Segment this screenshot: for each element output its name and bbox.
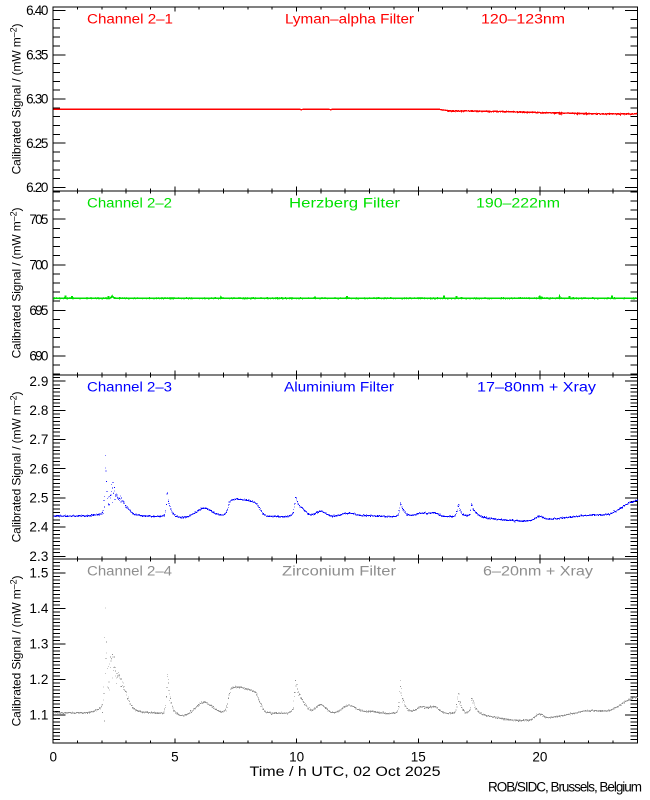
- svg-text:6.35: 6.35: [26, 47, 48, 62]
- svg-text:1.5: 1.5: [29, 566, 48, 581]
- svg-text:1.4: 1.4: [29, 601, 48, 616]
- svg-text:ROB/SIDC, Brussels, Belgium: ROB/SIDC, Brussels, Belgium: [488, 780, 642, 795]
- svg-text:700: 700: [29, 257, 48, 272]
- svg-text:6.20: 6.20: [26, 180, 48, 195]
- svg-text:6.25: 6.25: [26, 136, 48, 151]
- svg-text:2.9: 2.9: [29, 374, 48, 389]
- svg-text:695: 695: [29, 303, 48, 318]
- svg-text:705: 705: [29, 212, 48, 227]
- svg-text:Herzberg Filter: Herzberg Filter: [289, 196, 401, 211]
- svg-text:Aluminium Filter: Aluminium Filter: [284, 380, 395, 395]
- svg-text:2.8: 2.8: [29, 403, 48, 418]
- svg-text:1.1: 1.1: [29, 707, 48, 722]
- svg-text:190–222nm: 190–222nm: [476, 196, 560, 211]
- svg-text:20: 20: [532, 750, 547, 765]
- svg-text:6–20nm + Xray: 6–20nm + Xray: [483, 564, 593, 579]
- svg-text:2.6: 2.6: [29, 461, 48, 476]
- svg-text:Calibrated Signal / (mW m–2): Calibrated Signal / (mW m–2): [9, 24, 24, 175]
- svg-text:Channel 2–1: Channel 2–1: [87, 12, 173, 27]
- svg-text:Lyman–alpha Filter: Lyman–alpha Filter: [285, 12, 415, 27]
- svg-text:690: 690: [29, 349, 48, 364]
- svg-text:Channel 2–3: Channel 2–3: [87, 380, 172, 395]
- svg-text:Channel 2–4: Channel 2–4: [87, 564, 173, 579]
- svg-text:2.4: 2.4: [29, 520, 48, 535]
- svg-text:2.7: 2.7: [29, 432, 48, 447]
- svg-text:Calibrated Signal / (mW m–2): Calibrated Signal / (mW m–2): [9, 208, 24, 359]
- svg-text:Channel 2–2: Channel 2–2: [87, 196, 172, 211]
- svg-text:6.30: 6.30: [26, 92, 48, 107]
- svg-text:1.3: 1.3: [29, 637, 48, 652]
- svg-text:Calibrated Signal / (mW m–2): Calibrated Signal / (mW m–2): [9, 576, 24, 727]
- svg-text:15: 15: [411, 750, 426, 765]
- svg-text:1.2: 1.2: [29, 672, 48, 687]
- svg-text:Zirconium Filter: Zirconium Filter: [282, 564, 397, 579]
- svg-text:2.5: 2.5: [29, 491, 48, 506]
- svg-text:5: 5: [171, 750, 179, 765]
- svg-text:6.40: 6.40: [26, 3, 48, 18]
- svg-text:10: 10: [289, 750, 304, 765]
- svg-text:Time / h UTC, 02 Oct 2025: Time / h UTC, 02 Oct 2025: [250, 764, 441, 779]
- svg-text:120–123nm: 120–123nm: [481, 12, 565, 27]
- svg-text:2.3: 2.3: [29, 549, 48, 564]
- svg-text:Calibrated Signal / (mW m–2): Calibrated Signal / (mW m–2): [9, 392, 24, 543]
- svg-text:0: 0: [49, 750, 57, 765]
- svg-text:17–80nm + Xray: 17–80nm + Xray: [477, 380, 596, 395]
